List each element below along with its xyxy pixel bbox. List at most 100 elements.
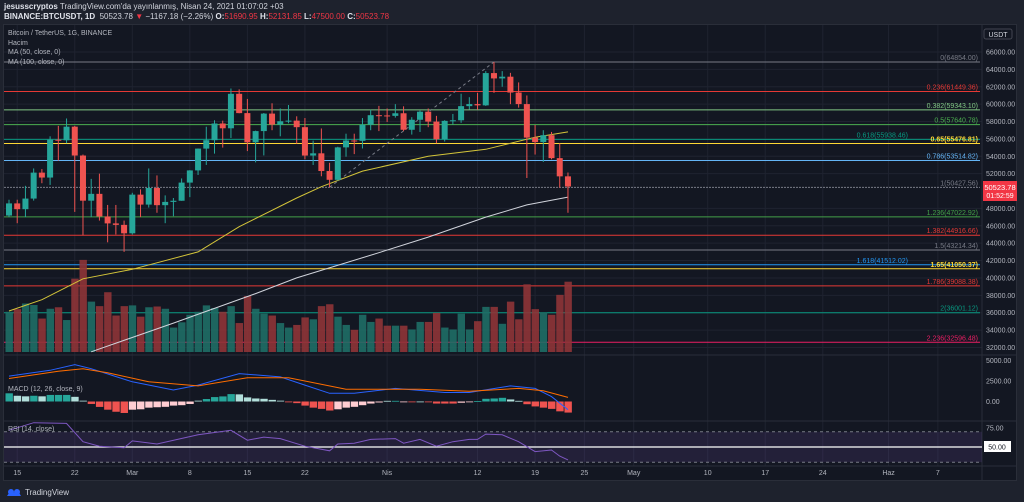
time-tick-label[interactable]: 8 bbox=[188, 470, 192, 477]
fib-level-label: 0.618(55938.46) bbox=[857, 132, 908, 139]
fib-level-label: 1.236(47022.92) bbox=[927, 210, 978, 217]
time-tick-label[interactable]: 17 bbox=[761, 470, 769, 477]
macd-histogram-bar bbox=[219, 396, 227, 402]
time-tick-label[interactable]: 19 bbox=[531, 470, 539, 477]
time-tick-label[interactable]: Haz bbox=[882, 470, 895, 477]
symbol-info: BINANCE:BTCUSDT, 1D 50523.78 ▼ −1167.18 … bbox=[4, 12, 389, 21]
volume-bar bbox=[194, 311, 202, 352]
time-tick-label[interactable]: 22 bbox=[71, 470, 79, 477]
low-value: 47500.00 bbox=[311, 12, 345, 21]
volume-bar bbox=[63, 320, 71, 352]
macd-histogram-bar bbox=[482, 398, 490, 402]
author[interactable]: jesusscryptos bbox=[4, 2, 58, 11]
volume-bar bbox=[46, 308, 54, 352]
volume-bar bbox=[112, 315, 120, 352]
macd-histogram-bar bbox=[400, 401, 408, 403]
price-badge bbox=[983, 181, 1017, 201]
volume-bar bbox=[79, 259, 87, 352]
candle-body bbox=[260, 113, 267, 132]
candle-body bbox=[507, 76, 514, 93]
candle-body bbox=[449, 120, 456, 122]
macd-histogram-bar bbox=[268, 399, 276, 402]
candle-body bbox=[392, 113, 399, 116]
candle-body bbox=[515, 92, 522, 105]
time-tick-label[interactable]: 15 bbox=[243, 470, 251, 477]
price-tick-label: 36000.00 bbox=[986, 310, 1015, 317]
macd-histogram-bar bbox=[416, 401, 424, 403]
price-tick-label: 32000.00 bbox=[986, 345, 1015, 352]
candle-body bbox=[145, 188, 152, 205]
candle-body bbox=[343, 140, 350, 148]
volume-bar bbox=[5, 311, 13, 352]
fib-level-label: 0.382(59343.10) bbox=[927, 103, 978, 110]
volume-bar bbox=[54, 307, 63, 352]
volume-bar bbox=[186, 314, 194, 352]
price-tick-label: 54000.00 bbox=[986, 154, 1015, 161]
candle-body bbox=[490, 73, 497, 79]
time-tick-label[interactable]: Nis bbox=[382, 470, 393, 477]
price-badge-value: 50523.78 bbox=[984, 183, 1015, 192]
brand-name[interactable]: TradingView bbox=[25, 487, 70, 497]
macd-tick-label: 2500.00 bbox=[986, 379, 1011, 386]
candle-body bbox=[96, 193, 103, 217]
volume-bar bbox=[408, 329, 416, 352]
macd-histogram-bar bbox=[211, 397, 219, 402]
volume-bar bbox=[145, 307, 153, 352]
volume-bar bbox=[367, 321, 375, 352]
macd-histogram-bar bbox=[342, 401, 350, 408]
macd-histogram-bar bbox=[408, 401, 416, 403]
candle-body bbox=[88, 193, 95, 201]
macd-histogram-bar bbox=[391, 400, 400, 402]
macd-histogram-bar bbox=[564, 401, 572, 413]
macd-histogram-bar bbox=[276, 400, 285, 402]
time-tick-label[interactable]: 7 bbox=[936, 470, 940, 477]
volume-bar bbox=[169, 327, 178, 352]
price-axis[interactable]: 66000.00 64000.00 62000.00 60000.00 58000.00… bbox=[986, 50, 1015, 433]
macd-histogram-bar bbox=[293, 401, 301, 404]
legend-title[interactable]: Bitcoin / TetherUS, 1G, BINANCE bbox=[8, 30, 113, 37]
volume-bar bbox=[21, 303, 30, 352]
candle-body bbox=[203, 140, 210, 149]
volume-bar bbox=[449, 329, 457, 352]
currency-badge[interactable] bbox=[983, 28, 1013, 40]
macd-histogram-bar bbox=[137, 401, 145, 410]
macd-histogram-bar bbox=[194, 400, 202, 402]
macd-histogram-bar bbox=[441, 401, 449, 404]
time-axis[interactable]: 15 22 Mar 8 15 22 Nis 12 19 25 May 10 17 24 Haz 7 bbox=[13, 470, 940, 477]
fib-level-label: 0(64854.00) bbox=[940, 55, 978, 62]
price-tick-label: 64000.00 bbox=[986, 67, 1015, 74]
macd-histogram-bar bbox=[71, 396, 79, 402]
time-tick-label[interactable]: May bbox=[627, 470, 641, 477]
macd-histogram-bar bbox=[30, 395, 38, 402]
candle-body bbox=[153, 188, 160, 206]
macd-histogram-bar bbox=[424, 401, 433, 403]
macd-histogram-bar bbox=[79, 400, 87, 402]
fib-level-label: 2(36001.12) bbox=[940, 306, 978, 313]
rsi-tick-label: 75.00 bbox=[986, 426, 1004, 433]
volume-bar bbox=[383, 325, 392, 352]
time-tick-label[interactable]: 25 bbox=[581, 470, 589, 477]
time-tick-label[interactable]: Mar bbox=[126, 470, 139, 477]
fib-level-label: 1.786(39088.38) bbox=[927, 279, 978, 286]
volume-bar bbox=[375, 318, 383, 352]
legend-ma50[interactable]: MA (50, close, 0) bbox=[8, 49, 61, 56]
time-tick-label[interactable]: 15 bbox=[13, 470, 21, 477]
candle-body bbox=[334, 147, 341, 180]
candle-body bbox=[326, 171, 333, 180]
fib-level-label: 1.65(41050.37) bbox=[931, 262, 978, 269]
high-label: H: bbox=[259, 12, 269, 21]
time-tick-label[interactable]: 24 bbox=[819, 470, 827, 477]
legend-ma100[interactable]: MA (100, close, 0) bbox=[8, 58, 65, 66]
time-tick-label[interactable]: 22 bbox=[301, 470, 309, 477]
candle-body bbox=[301, 127, 308, 156]
candle-body bbox=[227, 93, 234, 129]
time-tick-label[interactable]: 12 bbox=[474, 470, 482, 477]
legend-volume[interactable]: Hacim bbox=[8, 39, 28, 47]
time-tick-label[interactable]: 10 bbox=[704, 470, 712, 477]
macd-histogram-bar bbox=[112, 401, 120, 412]
price-tick-label: 66000.00 bbox=[986, 50, 1015, 57]
candle-body bbox=[236, 93, 243, 114]
macd-histogram-bar bbox=[515, 400, 523, 402]
volume-bars bbox=[5, 259, 572, 352]
